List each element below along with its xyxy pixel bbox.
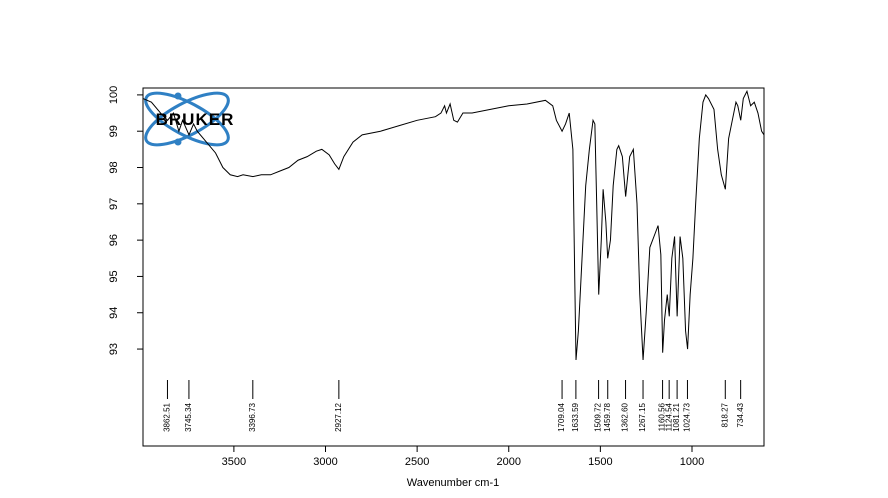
plot-frame bbox=[142, 87, 765, 447]
peak-label: 1633.59 bbox=[571, 402, 580, 431]
peak-label: 1024.73 bbox=[683, 402, 692, 431]
x-axis-label: Wavenumber cm-1 bbox=[407, 477, 500, 489]
peak-label: 1362.60 bbox=[621, 402, 630, 431]
peak-label: 2927.12 bbox=[334, 402, 343, 431]
peak-label: 1081.21 bbox=[672, 402, 681, 431]
peak-label: 3745.34 bbox=[184, 402, 193, 431]
peak-label: 1267.15 bbox=[638, 402, 647, 431]
y-tick-label: 95 bbox=[108, 270, 120, 282]
x-tick-label: 2500 bbox=[405, 456, 429, 468]
logo-orbit bbox=[144, 91, 230, 147]
peak-label: 818.27 bbox=[720, 402, 729, 427]
y-tick-label: 96 bbox=[108, 234, 120, 246]
peak-label: 1709.04 bbox=[557, 402, 566, 431]
x-tick-label: 2000 bbox=[497, 456, 521, 468]
y-tick-label: 93 bbox=[108, 343, 120, 355]
logo-dot bbox=[174, 92, 182, 100]
peak-label: 1509.72 bbox=[594, 402, 603, 431]
y-tick-label: 98 bbox=[108, 161, 120, 173]
spectrum-line bbox=[142, 89, 765, 360]
x-tick-label: 1000 bbox=[680, 456, 704, 468]
peak-label: 3862.51 bbox=[163, 402, 172, 431]
peak-label: 734.43 bbox=[736, 402, 745, 427]
x-tick-label: 3500 bbox=[222, 456, 246, 468]
peak-label: 1124.54 bbox=[664, 402, 673, 431]
peak-label: 3396.73 bbox=[248, 402, 257, 431]
logo-orbit bbox=[144, 91, 230, 147]
peak-label: 1459.78 bbox=[603, 402, 612, 431]
y-tick-label: 99 bbox=[108, 125, 120, 137]
logo-dot bbox=[174, 138, 182, 146]
x-tick-label: 3000 bbox=[313, 456, 337, 468]
logo: BRUKER bbox=[144, 91, 235, 147]
peak-label: 1160.56 bbox=[658, 402, 667, 431]
logo-text: BRUKER bbox=[156, 110, 235, 129]
y-tick-label: 94 bbox=[108, 307, 120, 319]
y-tick-label: 100 bbox=[108, 86, 120, 104]
x-tick-label: 1500 bbox=[588, 456, 612, 468]
y-tick-label: 97 bbox=[108, 198, 120, 210]
